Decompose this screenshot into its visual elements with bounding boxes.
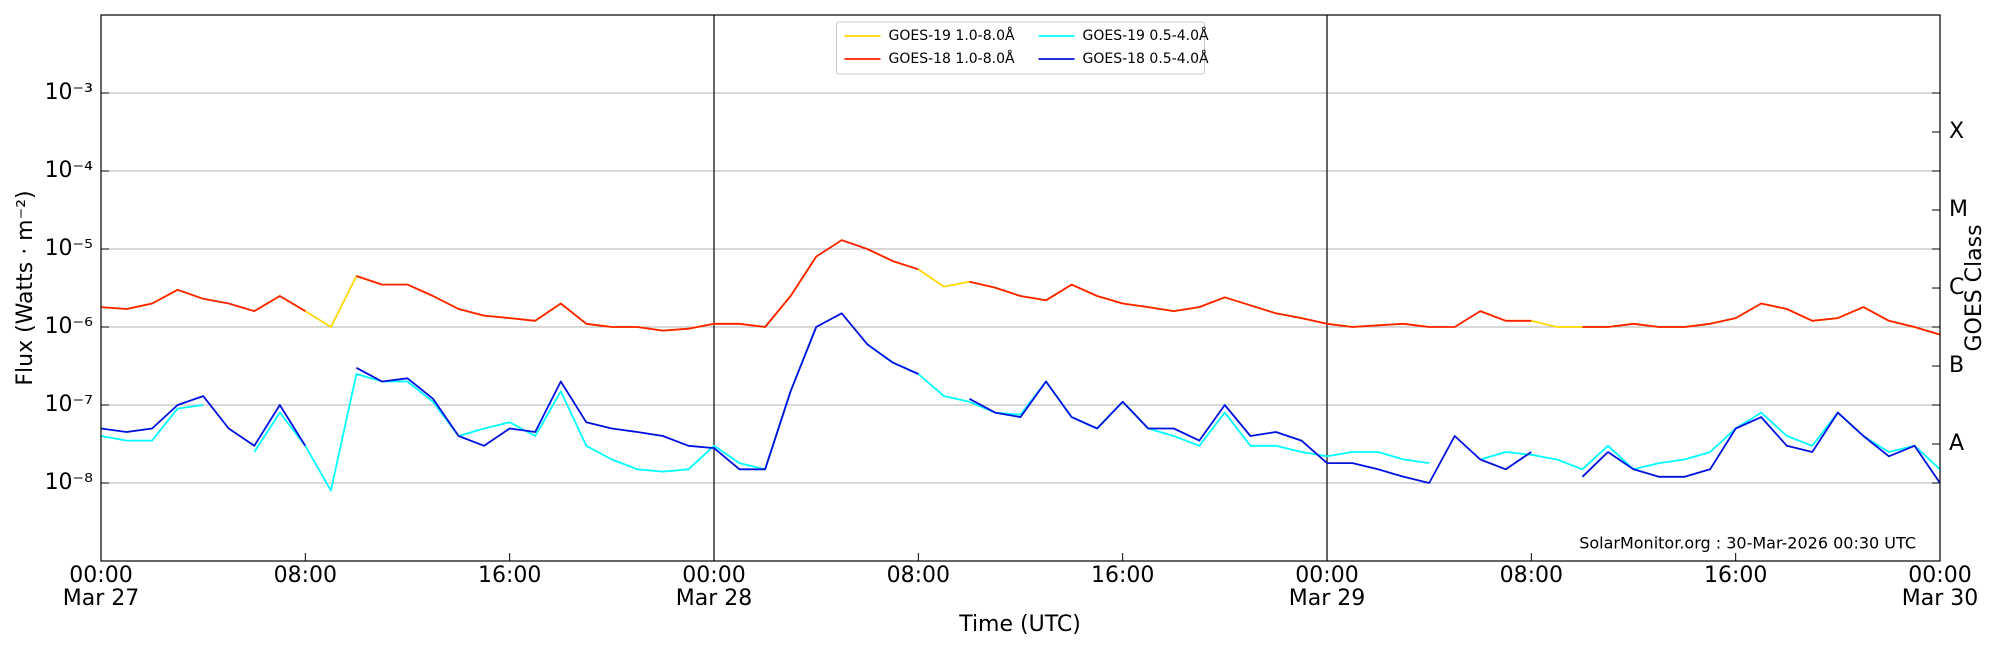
x-tick-label: 00:00 — [682, 563, 745, 588]
y2-tick-label: C — [1949, 275, 1964, 300]
x-date-label: Mar 28 — [676, 586, 753, 611]
series-line — [100, 248, 1941, 336]
y2-tick-label: B — [1949, 353, 1964, 378]
legend-box — [836, 21, 1205, 75]
x-date-label: Mar 29 — [1289, 586, 1366, 611]
y-tick-label: 10⁻⁷ — [45, 392, 93, 417]
y2-tick-label: M — [1949, 197, 1968, 222]
legend-label: GOES-18 0.5-4.0Å — [1083, 50, 1209, 67]
x-tick-label: 16:00 — [1704, 563, 1767, 588]
legend-label: GOES-19 1.0-8.0Å — [889, 27, 1015, 44]
y-tick-label: 10⁻⁶ — [45, 314, 94, 339]
x-tick-label: 16:00 — [478, 563, 541, 588]
x-date-label: Mar 27 — [63, 586, 140, 611]
x-tick-label: 00:00 — [1295, 563, 1358, 588]
series-line — [100, 326, 1941, 492]
y-tick-label: 10⁻³ — [45, 80, 93, 105]
series-line — [100, 312, 1941, 484]
legend-label: GOES-18 1.0-8.0Å — [889, 50, 1015, 67]
x-axis-label: Time (UTC) — [958, 612, 1081, 637]
y2-tick-label: X — [1949, 119, 1964, 144]
x-tick-label: 08:00 — [274, 563, 337, 588]
y-tick-label: 10⁻⁴ — [45, 158, 94, 183]
x-date-label: Mar 30 — [1902, 586, 1979, 611]
y2-tick-label: A — [1949, 431, 1964, 456]
y-tick-label: 10⁻⁵ — [45, 236, 93, 261]
x-tick-label: 08:00 — [1500, 563, 1563, 588]
y-tick-label: 10⁻⁸ — [45, 470, 94, 495]
legend-label: GOES-19 0.5-4.0Å — [1083, 27, 1209, 44]
x-tick-label: 16:00 — [1091, 563, 1154, 588]
plot-frame — [100, 14, 1941, 562]
x-tick-label: 08:00 — [887, 563, 950, 588]
legend: GOES-19 1.0-8.0Å GOES-18 1.0-8.0Å GOES-19 … — [836, 21, 1209, 75]
annotation: SolarMonitor.org : 30-Mar-2026 00:30 UTC — [1579, 534, 1916, 553]
y-axis-label: Flux (Watts · m⁻²) — [13, 190, 38, 385]
series-line — [100, 239, 1941, 336]
y2-axis-label: GOES Class — [1962, 224, 1987, 351]
x-tick-label: 00:00 — [69, 563, 132, 588]
x-tick-label: 00:00 — [1908, 563, 1971, 588]
